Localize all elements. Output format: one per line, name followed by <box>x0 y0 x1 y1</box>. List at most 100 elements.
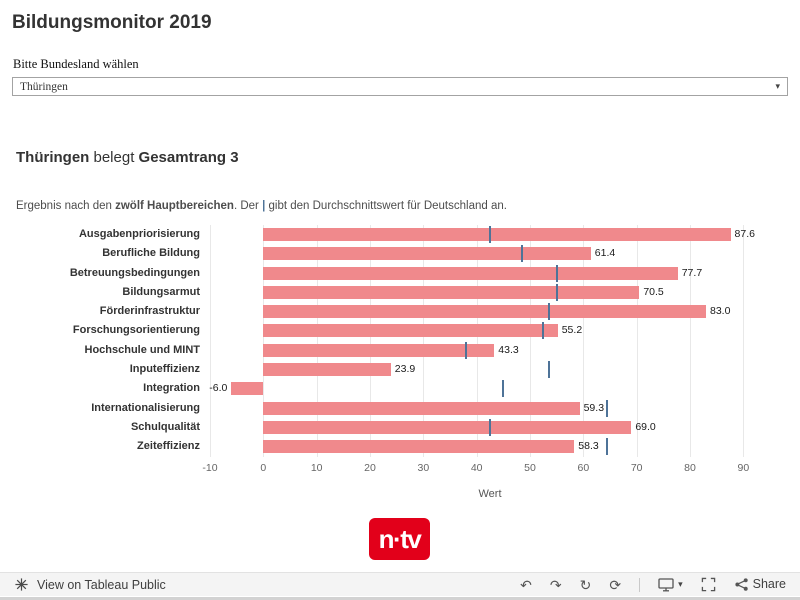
bundesland-select[interactable]: Thüringen ▾ <box>12 77 788 96</box>
grid-line <box>743 225 745 457</box>
share-button[interactable]: Share <box>734 577 786 592</box>
grid-line <box>263 225 265 457</box>
bar-plot-area: 43.3 <box>210 341 770 360</box>
bar[interactable] <box>263 440 575 454</box>
category-label: Berufliche Bildung <box>102 247 200 260</box>
desc-part1: Ergebnis nach den <box>16 200 116 212</box>
value-label: 61.4 <box>594 247 616 260</box>
bar-plot-area: 23.9 <box>210 360 770 379</box>
bar-plot-area: 69.0 <box>210 418 770 437</box>
chevron-down-icon: ▾ <box>775 81 780 91</box>
bar[interactable] <box>263 420 632 434</box>
grid-line <box>476 225 478 457</box>
bar-plot-area: 55.2 <box>210 321 770 340</box>
bar-plot-area: 77.7 <box>210 264 770 283</box>
x-tick-label: 0 <box>260 462 267 474</box>
category-label: Integration <box>143 382 200 395</box>
value-label: -6.0 <box>209 382 228 395</box>
toolbar-left: View on Tableau Public <box>14 577 166 592</box>
x-tick-label: 10 <box>310 462 323 474</box>
category-label: Förderinfrastruktur <box>99 305 200 318</box>
bar-plot-area: 87.6 <box>210 225 770 244</box>
reference-tick <box>489 418 491 436</box>
redo-icon[interactable]: ↷ <box>549 576 562 593</box>
toolbar-separator <box>639 577 641 592</box>
bar[interactable] <box>263 247 591 261</box>
bar-row: Berufliche Bildung 61.4 <box>0 244 800 263</box>
x-tick-label: 40 <box>470 462 483 474</box>
bar-plot-area: 59.3 <box>210 399 770 418</box>
grid-line <box>423 225 425 457</box>
tableau-public-icon <box>15 578 28 591</box>
bar[interactable] <box>263 285 640 299</box>
bar[interactable] <box>231 382 264 396</box>
bar[interactable] <box>263 363 391 377</box>
desc-bold1: zwölf Hauptbereichen <box>115 200 234 212</box>
refresh-icon[interactable]: ⟳ <box>609 576 622 593</box>
bar-plot-area: 70.5 <box>210 283 770 302</box>
x-tick-label: -10 <box>202 462 218 474</box>
bar-plot-area: 83.0 <box>210 302 770 321</box>
ntv-logo: n·tv <box>369 518 430 560</box>
grid-line <box>636 225 638 457</box>
value-label: 23.9 <box>394 363 416 376</box>
value-label: 43.3 <box>498 343 519 356</box>
x-tick-label: 30 <box>417 462 430 474</box>
x-axis-title: Wert <box>478 488 502 500</box>
x-tick-label: 50 <box>524 462 536 474</box>
bar-row: Forschungsorientierung 55.2 <box>0 321 800 340</box>
value-label: 55.2 <box>561 324 583 337</box>
x-tick-label: 70 <box>630 462 643 474</box>
summary-state: Thüringen <box>16 149 90 166</box>
bar[interactable] <box>263 324 558 338</box>
value-label: 87.6 <box>734 228 755 240</box>
bar-plot-area: 58.3 <box>210 437 770 456</box>
undo-icon[interactable]: ↶ <box>520 576 532 593</box>
category-label: Zeiteffizienz <box>137 440 200 453</box>
category-label: Hochschule und MINT <box>84 343 201 356</box>
category-label: Bildungsarmut <box>122 285 200 298</box>
reference-tick <box>489 226 491 243</box>
page-title: Bildungsmonitor 2019 <box>12 12 212 33</box>
bar[interactable] <box>263 228 731 241</box>
toolbar-right: ↶ ↷ ↻ ⟳ ▾ <box>520 577 786 592</box>
download-button[interactable]: ▾ <box>658 577 683 592</box>
fullscreen-button[interactable] <box>701 577 716 592</box>
bundesland-selected-value: Thüringen <box>20 80 68 93</box>
x-tick-label: 60 <box>577 462 590 474</box>
bar-row: Internationalisierung 59.3 <box>0 399 800 418</box>
bar-row: Inputeffizienz 23.9 <box>0 360 800 379</box>
bar[interactable] <box>263 266 678 280</box>
fullscreen-icon <box>701 577 715 592</box>
reference-tick <box>521 245 523 263</box>
chart-rows: Ausgabenpriorisierung 87.6 Berufliche Bild… <box>0 225 800 457</box>
bar[interactable] <box>263 343 495 357</box>
value-label: 83.0 <box>710 305 731 318</box>
category-label: Ausgabenpriorisierung <box>78 228 200 240</box>
history-buttons: ↶ ↷ ↻ ⟳ <box>520 578 621 592</box>
bar-row: Schulqualität 69.0 <box>0 418 800 437</box>
bar-row: Betreuungsbedingungen 77.7 <box>0 264 800 283</box>
bar-row: Ausgabenpriorisierung 87.6 <box>0 225 800 244</box>
reference-tick <box>555 264 558 282</box>
value-label: 59.3 <box>583 401 605 414</box>
view-on-tableau-public-link[interactable]: View on Tableau Public <box>37 577 166 592</box>
reference-tick <box>465 341 467 359</box>
x-tick-label: 90 <box>737 462 750 474</box>
grid-line <box>690 225 691 457</box>
reference-tick <box>547 361 550 379</box>
grid-line <box>583 225 585 457</box>
reset-icon[interactable]: ↻ <box>579 576 592 593</box>
summary-middle: belegt <box>89 149 139 166</box>
x-tick-label: 80 <box>684 462 696 474</box>
bar-plot-area: 61.4 <box>210 244 770 263</box>
bar[interactable] <box>263 305 706 319</box>
bar-row: Förderinfrastruktur 83.0 <box>0 302 800 321</box>
value-label: 58.3 <box>578 440 599 453</box>
reference-tick <box>502 380 505 398</box>
chart-gridlines <box>210 225 770 457</box>
share-label: Share <box>752 577 786 592</box>
grid-line <box>210 225 211 457</box>
bar[interactable] <box>263 401 580 415</box>
